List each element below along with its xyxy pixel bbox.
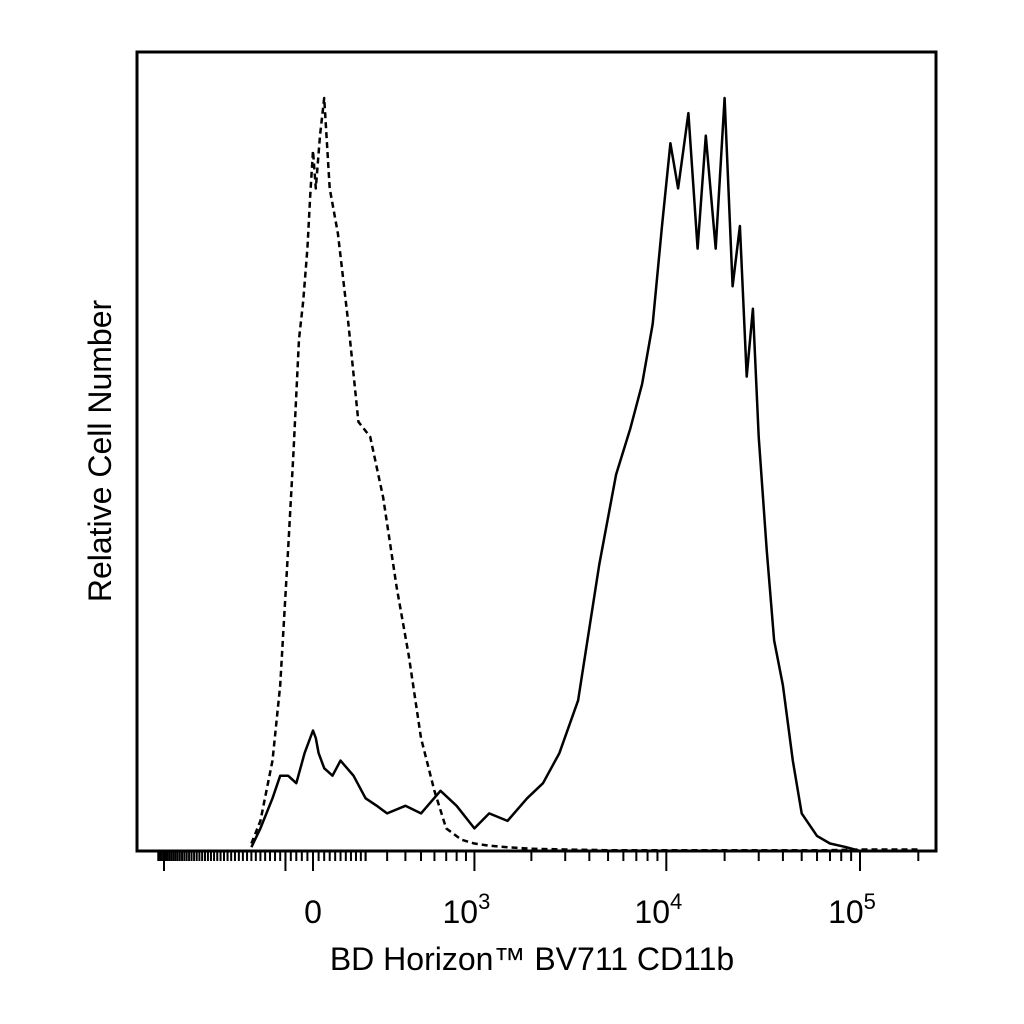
x-tick-label: 103	[443, 889, 491, 930]
x-tick-label: 104	[634, 889, 682, 930]
x-major-ticks	[163, 851, 861, 871]
plot-frame	[135, 50, 938, 853]
x-axis-title: BD Horizon™ BV711 CD11b	[330, 941, 734, 977]
x-tick-labels: 0 103 104 105	[304, 889, 876, 930]
y-axis-title: Relative Cell Number	[82, 299, 118, 602]
series-line-dashed	[250, 96, 919, 852]
x-tick-label: 105	[828, 889, 876, 930]
series-layer	[250, 96, 919, 853]
x-minor-ticks	[157, 851, 920, 861]
x-tick-label: 0	[304, 894, 322, 930]
series-line-solid	[250, 96, 919, 853]
